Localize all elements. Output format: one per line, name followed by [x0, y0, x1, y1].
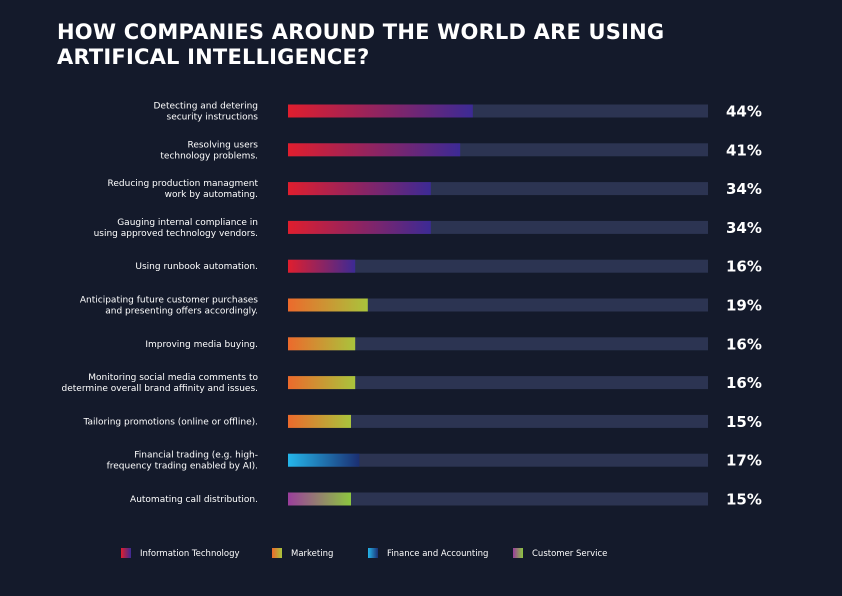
bar-track — [288, 298, 708, 312]
bar-value-label: 34% — [726, 180, 762, 198]
bar-category-label: determine overall brand affinity and iss… — [62, 384, 258, 394]
bar-category-label: frequency trading enabled by AI). — [107, 462, 258, 472]
bar-track — [288, 376, 708, 390]
bar — [288, 492, 351, 506]
bar-value-label: 16% — [726, 258, 762, 276]
legend-swatch — [272, 548, 282, 558]
bar — [288, 182, 431, 196]
legend-swatch — [513, 548, 523, 558]
bar-value-label: 16% — [726, 335, 762, 353]
bar-category-label: Reducing production managment — [108, 179, 259, 189]
bar-track — [288, 492, 708, 506]
chart-title-line-2: ARTIFICAL INTELLIGENCE? — [57, 45, 370, 69]
bar-value-label: 16% — [726, 374, 762, 392]
legend-label: Customer Service — [532, 549, 607, 559]
bar-value-label: 15% — [726, 491, 762, 509]
bar — [288, 220, 431, 234]
chart-title-line-1: HOW COMPANIES AROUND THE WORLD ARE USING — [57, 20, 665, 44]
bar — [288, 104, 473, 118]
bar-value-label: 44% — [726, 103, 762, 121]
chart-title: HOW COMPANIES AROUND THE WORLD ARE USING… — [57, 20, 757, 70]
bar-category-label: work by automating. — [165, 190, 258, 200]
bar-category-label: Resolving users — [187, 140, 258, 150]
bar — [288, 376, 356, 390]
bar-category-label: Detecting and detering — [153, 102, 258, 112]
bar-category-label: Using runbook automation. — [135, 262, 258, 272]
legend: Information Technology Marketing Finance a… — [121, 548, 607, 559]
bar — [288, 453, 360, 467]
bar — [288, 298, 368, 312]
legend-swatch — [121, 548, 131, 558]
bar-value-label: 15% — [726, 413, 762, 431]
legend-label: Finance and Accounting — [387, 549, 488, 559]
bar — [288, 337, 356, 351]
bar-category-label: Automating call distribution. — [130, 495, 258, 505]
bar-category-label: and presenting offers accordingly. — [105, 307, 258, 317]
bar-category-label: Monitoring social media comments to — [88, 373, 258, 383]
bar — [288, 414, 351, 428]
bar-track — [288, 337, 708, 351]
bar-category-label: Financial trading (e.g. high- — [134, 451, 258, 461]
bar-category-label: Gauging internal compliance in — [117, 218, 258, 228]
bar-category-label: security instructions — [167, 113, 259, 123]
bar-category-label: technology problems. — [160, 151, 258, 161]
bar-track — [288, 453, 708, 467]
bar-track — [288, 259, 708, 273]
bar-value-label: 17% — [726, 452, 762, 470]
bar-track — [288, 414, 708, 428]
legend-label: Marketing — [291, 549, 333, 559]
bar — [288, 143, 461, 157]
legend-swatch — [368, 548, 378, 558]
bar — [288, 259, 356, 273]
bar-value-label: 34% — [726, 219, 762, 237]
bar-category-label: Anticipating future customer purchases — [80, 296, 258, 306]
bar-value-label: 19% — [726, 297, 762, 315]
bar-value-label: 41% — [726, 141, 762, 159]
legend-label: Information Technology — [140, 549, 240, 559]
bar-category-label: using approved technology vendors. — [94, 229, 258, 239]
bar-category-label: Tailoring promotions (online or offline)… — [82, 417, 258, 427]
bar-category-label: Improving media buying. — [145, 340, 258, 350]
